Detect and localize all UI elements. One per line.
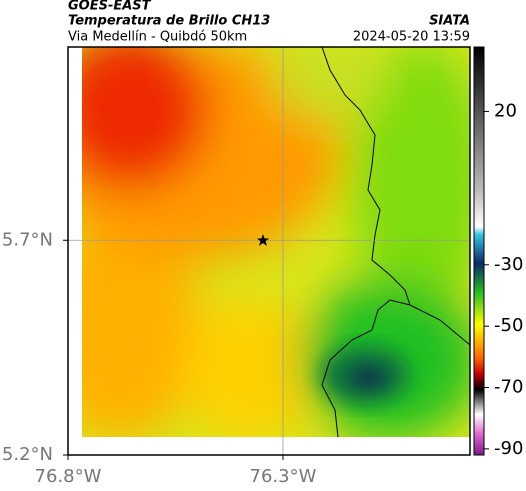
- labels: 76.8°W 76.3°W 5.2°N 5.7°N 20 -30 -50 -70 -90: [2, 100, 524, 487]
- colorbar-label: -50: [494, 315, 523, 336]
- y-tick-label: 5.2°N: [2, 444, 53, 465]
- brightness-field: [82, 47, 470, 437]
- location-marker: [257, 234, 269, 246]
- colorbar-label: -30: [494, 254, 523, 275]
- datetime: 2024-05-20 13:59: [353, 30, 470, 45]
- subtitle: Temperatura de Brillo CH13: [68, 14, 270, 29]
- region: Via Medellín - Quibdó 50km: [68, 30, 247, 45]
- x-tick-label: 76.3°W: [250, 466, 317, 487]
- y-tick-label: 5.7°N: [2, 229, 53, 250]
- map-frame: [67, 46, 471, 456]
- borders: [321, 46, 471, 438]
- colorbar-label: -70: [494, 377, 523, 398]
- colorbar-label: -90: [494, 438, 523, 459]
- colorbar-label: 20: [494, 100, 517, 121]
- x-tick-label: 76.8°W: [35, 466, 102, 487]
- source: SIATA: [429, 14, 470, 29]
- title: GOES-EAST: [68, 0, 152, 14]
- colorbar: [473, 46, 485, 456]
